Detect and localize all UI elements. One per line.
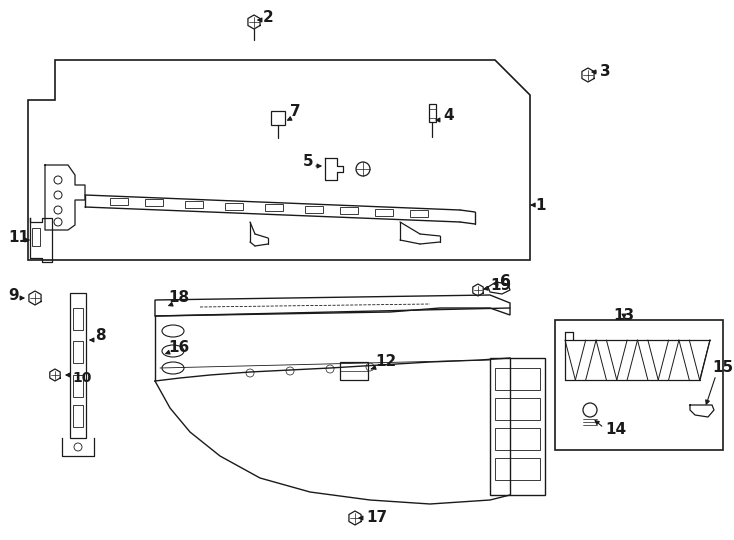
Bar	[490, 358, 545, 495]
Bar	[305, 206, 323, 213]
Bar	[225, 202, 243, 210]
Bar	[73, 375, 83, 397]
Text: 5: 5	[303, 154, 313, 170]
Text: 6: 6	[500, 274, 511, 289]
Bar	[495, 398, 540, 420]
Text: 19: 19	[490, 278, 511, 293]
Bar	[110, 198, 128, 205]
Bar	[32, 228, 40, 246]
Text: 3: 3	[600, 64, 611, 79]
Text: 13: 13	[614, 307, 635, 322]
Bar	[495, 428, 540, 450]
Text: 1: 1	[535, 198, 545, 213]
Bar	[375, 208, 393, 215]
Text: 18: 18	[168, 289, 189, 305]
Text: 4: 4	[443, 107, 454, 123]
Text: 15: 15	[712, 361, 733, 375]
Text: 16: 16	[168, 341, 189, 355]
Bar	[70, 293, 86, 438]
Bar	[410, 210, 428, 217]
Bar	[271, 111, 285, 125]
Text: 7: 7	[290, 105, 301, 119]
Text: 9: 9	[8, 288, 18, 303]
Bar	[265, 204, 283, 211]
Text: 12: 12	[375, 354, 396, 369]
Text: 17: 17	[366, 510, 387, 525]
Bar	[340, 362, 368, 380]
Text: 8: 8	[95, 327, 106, 342]
Bar	[555, 320, 723, 450]
Bar	[495, 458, 540, 480]
Bar	[73, 308, 83, 330]
Text: 2: 2	[263, 10, 274, 25]
Bar	[495, 368, 540, 390]
Bar	[429, 104, 435, 122]
Text: 11: 11	[8, 231, 29, 246]
Text: 10: 10	[72, 371, 91, 385]
Bar	[145, 199, 163, 206]
Bar	[185, 201, 203, 208]
Bar	[73, 405, 83, 427]
Text: 14: 14	[605, 422, 626, 437]
Bar	[340, 207, 358, 214]
Bar	[73, 341, 83, 363]
